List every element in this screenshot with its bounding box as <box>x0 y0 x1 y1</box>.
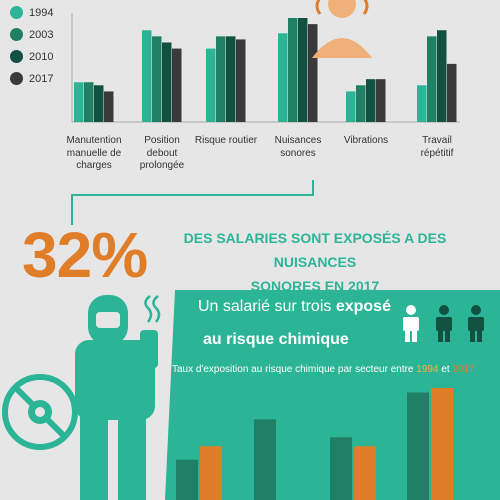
chem-bar-1994-2 <box>330 437 352 500</box>
category-label-line: manuelle de <box>66 147 122 159</box>
legend-swatch <box>10 50 23 63</box>
category-label-5: Travail répétitif <box>395 135 479 160</box>
bar-2010-3 <box>298 18 308 122</box>
bar-2003-3 <box>288 18 298 122</box>
chem-bar-2017-2 <box>354 446 376 500</box>
legend-label: 2003 <box>29 28 54 41</box>
legend-swatch <box>10 6 23 19</box>
category-label-line: répétitif <box>420 147 454 159</box>
bar-1994-4 <box>346 91 356 122</box>
chem-bar-1994-3 <box>407 392 429 500</box>
category-label-line: Nuisances <box>274 135 322 146</box>
bar-2010-1 <box>162 42 172 122</box>
bar-2003-2 <box>216 36 226 123</box>
bar-2017-1 <box>172 48 182 122</box>
chemical-title-bold: exposé <box>335 298 391 315</box>
stat-line-1: DES SALARIES SONT EXPOSÉS A DES NUISANCE… <box>183 230 447 270</box>
chemical-title-line-1: Un salarié sur trois exposé <box>198 298 391 316</box>
chem-bar-2017-0 <box>200 446 222 500</box>
bar-2003-0 <box>84 82 94 122</box>
bar-2003-4 <box>356 85 366 122</box>
chemical-title-line-2: au risque chimique <box>203 331 349 348</box>
chem-bar-1994-1 <box>254 419 276 500</box>
bar-1994-0 <box>74 82 84 122</box>
bar-2010-4 <box>366 79 376 122</box>
bar-1994-3 <box>278 33 288 123</box>
subtitle-year-b: 2017 <box>452 364 475 375</box>
legend-item-2010: 2010 <box>10 50 53 63</box>
category-label-line: Travail <box>422 135 452 146</box>
bar-2010-2 <box>226 36 236 123</box>
people-icons <box>403 305 484 342</box>
category-label-line: Vibrations <box>343 135 389 146</box>
subtitle-pre: Taux d'exposition au risque chimique par… <box>172 364 417 375</box>
category-label-line: Position <box>144 135 180 146</box>
category-label-1: Position debout prolongée <box>120 135 204 173</box>
bar-1994-5 <box>417 85 427 122</box>
category-label-line: Manutention <box>66 135 122 146</box>
legend-label: 2010 <box>29 50 54 63</box>
noise-person-icon <box>312 0 372 58</box>
person-icon-dark <box>468 305 484 342</box>
bar-2017-4 <box>376 79 386 122</box>
hazmat-worker-icon <box>75 295 161 500</box>
legend-label: 1994 <box>29 6 54 19</box>
category-label-0: Manutention manuelle de charges <box>52 135 136 173</box>
stat-percentage: 32% <box>22 219 148 291</box>
chem-bar-1994-0 <box>176 459 198 500</box>
chemical-subtitle: Taux d'exposition au risque chimique par… <box>172 364 475 375</box>
bar-1994-1 <box>142 30 152 123</box>
category-label-line: prolongée <box>139 160 185 171</box>
subtitle-mid: et <box>438 364 453 375</box>
bar-2003-1 <box>152 36 162 123</box>
category-label-line: charges <box>76 160 112 171</box>
bar-2017-5 <box>447 63 457 122</box>
subtitle-year-a: 1994 <box>416 364 439 375</box>
legend-item-1994: 1994 <box>10 6 53 19</box>
category-label-2: Risque routier <box>184 135 268 148</box>
bar-1994-2 <box>206 48 216 122</box>
person-icon-dark <box>436 305 452 342</box>
bar-2010-5 <box>437 30 447 123</box>
biohazard-icon <box>2 374 78 450</box>
person-icon-white <box>403 305 419 342</box>
connector-line <box>71 180 314 225</box>
category-label-line: Risque routier <box>194 135 258 146</box>
legend-item-2003: 2003 <box>10 28 53 41</box>
category-label-3: Nuisances sonores <box>256 135 340 160</box>
bar-2010-0 <box>94 85 104 122</box>
category-label-line: debout <box>146 147 178 159</box>
category-label-4: Vibrations <box>324 135 408 148</box>
legend-item-2017: 2017 <box>10 72 53 85</box>
legend-swatch <box>10 28 23 41</box>
bar-2017-2 <box>236 39 246 122</box>
legend-label: 2017 <box>29 72 54 85</box>
chemical-title-pre: Un salarié sur trois <box>198 298 336 315</box>
top-bar-chart <box>71 13 460 123</box>
chem-bar-2017-3 <box>431 388 453 500</box>
category-label-line: sonores <box>280 147 316 159</box>
chart-axis <box>71 13 460 123</box>
bar-2017-0 <box>104 91 114 122</box>
bar-2003-5 <box>427 36 437 123</box>
legend-swatch <box>10 72 23 85</box>
bar-2017-3 <box>308 24 318 123</box>
